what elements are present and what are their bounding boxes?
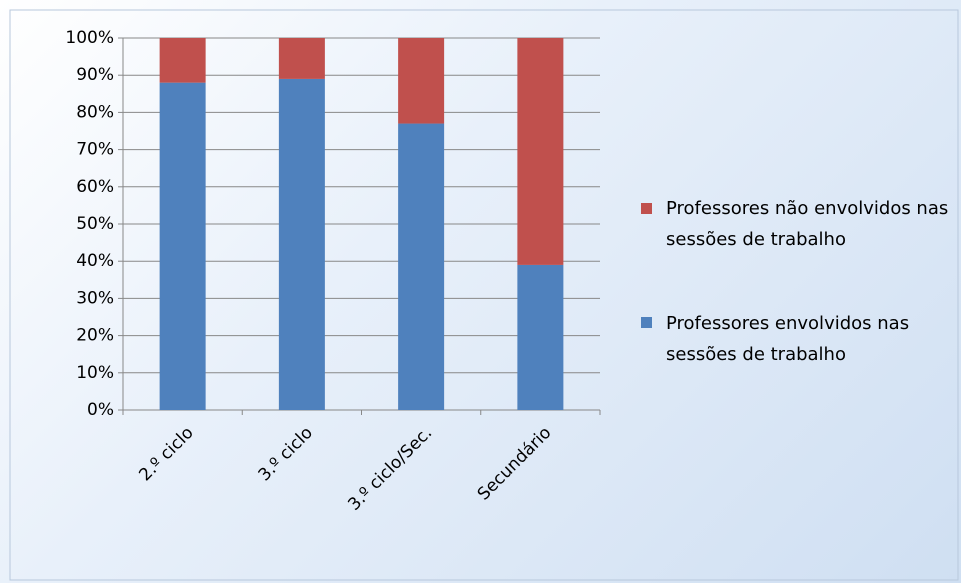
bar-segment	[278, 78, 325, 411]
bar-segment	[517, 264, 564, 410]
bar-segment	[398, 38, 445, 124]
bar-segment	[159, 82, 206, 410]
bar-segment	[398, 123, 445, 410]
legend-label: Professores envolvidos nas sessões de tr…	[666, 313, 910, 365]
legend-swatch	[641, 203, 652, 214]
x-tick-label: 3.º ciclo/Sec.	[344, 423, 436, 515]
y-tick-label: 0%	[87, 400, 114, 420]
bar-segment	[517, 38, 564, 265]
bar-segment	[159, 38, 206, 83]
y-tick-label: 40%	[76, 251, 114, 271]
y-tick-label: 90%	[76, 65, 114, 85]
legend-label: Professores não envolvidos nas sessões d…	[666, 198, 949, 250]
y-tick-label: 60%	[76, 177, 114, 197]
y-tick-label: 10%	[76, 363, 114, 383]
bar-segment	[278, 38, 325, 79]
x-tick-label: 3.º ciclo	[255, 423, 317, 485]
y-tick-label: 20%	[76, 326, 114, 346]
y-tick-label: 100%	[65, 28, 114, 48]
x-tick-label: Secundário	[474, 423, 556, 505]
x-tick-label: 2.º ciclo	[135, 423, 197, 485]
legend-swatch	[641, 317, 652, 328]
y-tick-label: 80%	[76, 102, 114, 122]
y-tick-label: 50%	[76, 214, 114, 234]
chart-border	[9, 9, 959, 581]
y-tick-label: 30%	[76, 288, 114, 308]
y-tick-label: 70%	[76, 140, 114, 160]
